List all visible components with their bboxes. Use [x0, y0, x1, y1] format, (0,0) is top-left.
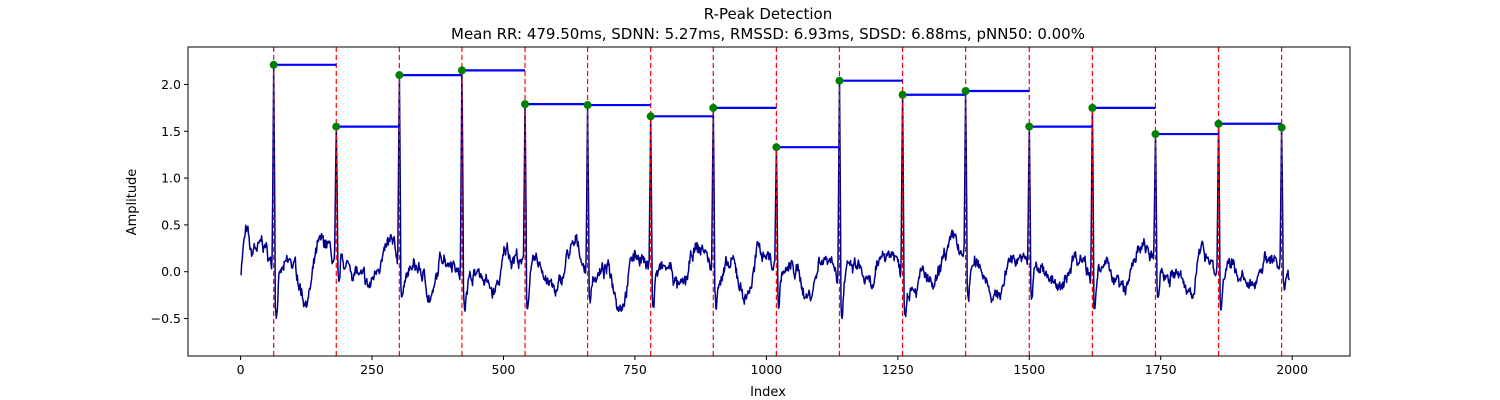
- axes-frame: [187, 46, 1351, 357]
- x-tick-label-1250: 1250: [882, 362, 914, 377]
- peak-marker-10: [835, 76, 844, 85]
- peak-marker-9: [772, 143, 781, 152]
- chart-subtitle: Mean RR: 479.50ms, SDNN: 5.27ms, RMSSD: …: [451, 25, 1085, 43]
- y-tick-label-1: 1.0: [161, 171, 181, 186]
- peak-marker-4: [457, 66, 466, 75]
- peak-marker-6: [583, 101, 592, 110]
- x-tick-label-500: 500: [492, 362, 516, 377]
- x-tick-label-250: 250: [360, 362, 384, 377]
- peak-marker-2: [332, 122, 341, 131]
- peak-marker-5: [521, 100, 530, 109]
- peak-marker-3: [395, 71, 404, 80]
- plot-background: [188, 47, 1350, 356]
- y-axis-label: Amplitude: [125, 169, 140, 236]
- x-tick-label-1000: 1000: [750, 362, 782, 377]
- peak-marker-12: [961, 87, 970, 96]
- y-tick-label-2: 2.0: [161, 77, 181, 92]
- x-tick-label-2000: 2000: [1276, 362, 1308, 377]
- x-axis-label: Index: [750, 385, 786, 400]
- plot-area: 0 250 500 750 1000 1250 1500 1750 2000 −0.5 0.0 0.5…: [151, 46, 1351, 377]
- x-tick-label-750: 750: [623, 362, 647, 377]
- x-tick-label-0: 0: [237, 362, 245, 377]
- y-tick-label-0.5: 0.5: [161, 217, 181, 232]
- peak-marker-16: [1214, 119, 1223, 128]
- peak-marker-15: [1151, 130, 1160, 139]
- peak-marker-7: [646, 112, 655, 121]
- peak-marker-11: [898, 90, 907, 99]
- y-tick-label--0.5: −0.5: [151, 311, 181, 326]
- chart-title: R-Peak Detection: [704, 5, 832, 23]
- peak-marker-17: [1277, 123, 1286, 132]
- peak-marker-8: [709, 103, 718, 112]
- ecg-signal-line: [240, 64, 1291, 320]
- x-tick-label-1500: 1500: [1013, 362, 1045, 377]
- peak-marker-1: [269, 60, 278, 69]
- y-tick-label-0: 0.0: [161, 264, 181, 279]
- peak-marker-14: [1088, 103, 1097, 112]
- peak-marker-13: [1025, 122, 1034, 131]
- y-tick-label-1.5: 1.5: [161, 124, 181, 139]
- x-tick-label-1750: 1750: [1145, 362, 1177, 377]
